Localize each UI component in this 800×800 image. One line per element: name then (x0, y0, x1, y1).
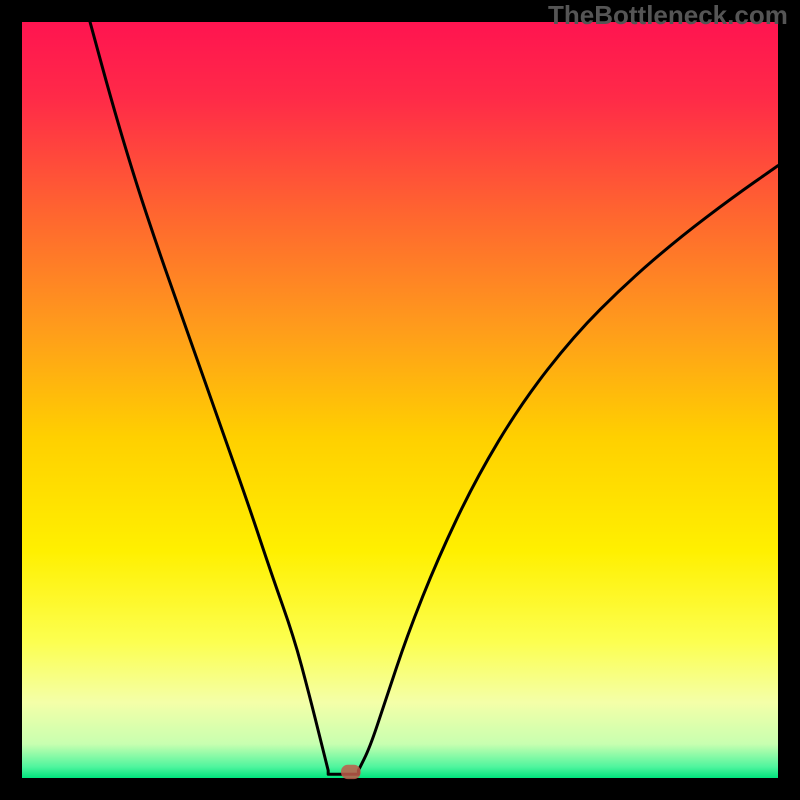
watermark-text: TheBottleneck.com (548, 0, 788, 31)
chart-frame: TheBottleneck.com (0, 0, 800, 800)
bottleneck-curve (22, 22, 778, 778)
plot-area (22, 22, 778, 778)
optimum-marker (341, 765, 361, 779)
